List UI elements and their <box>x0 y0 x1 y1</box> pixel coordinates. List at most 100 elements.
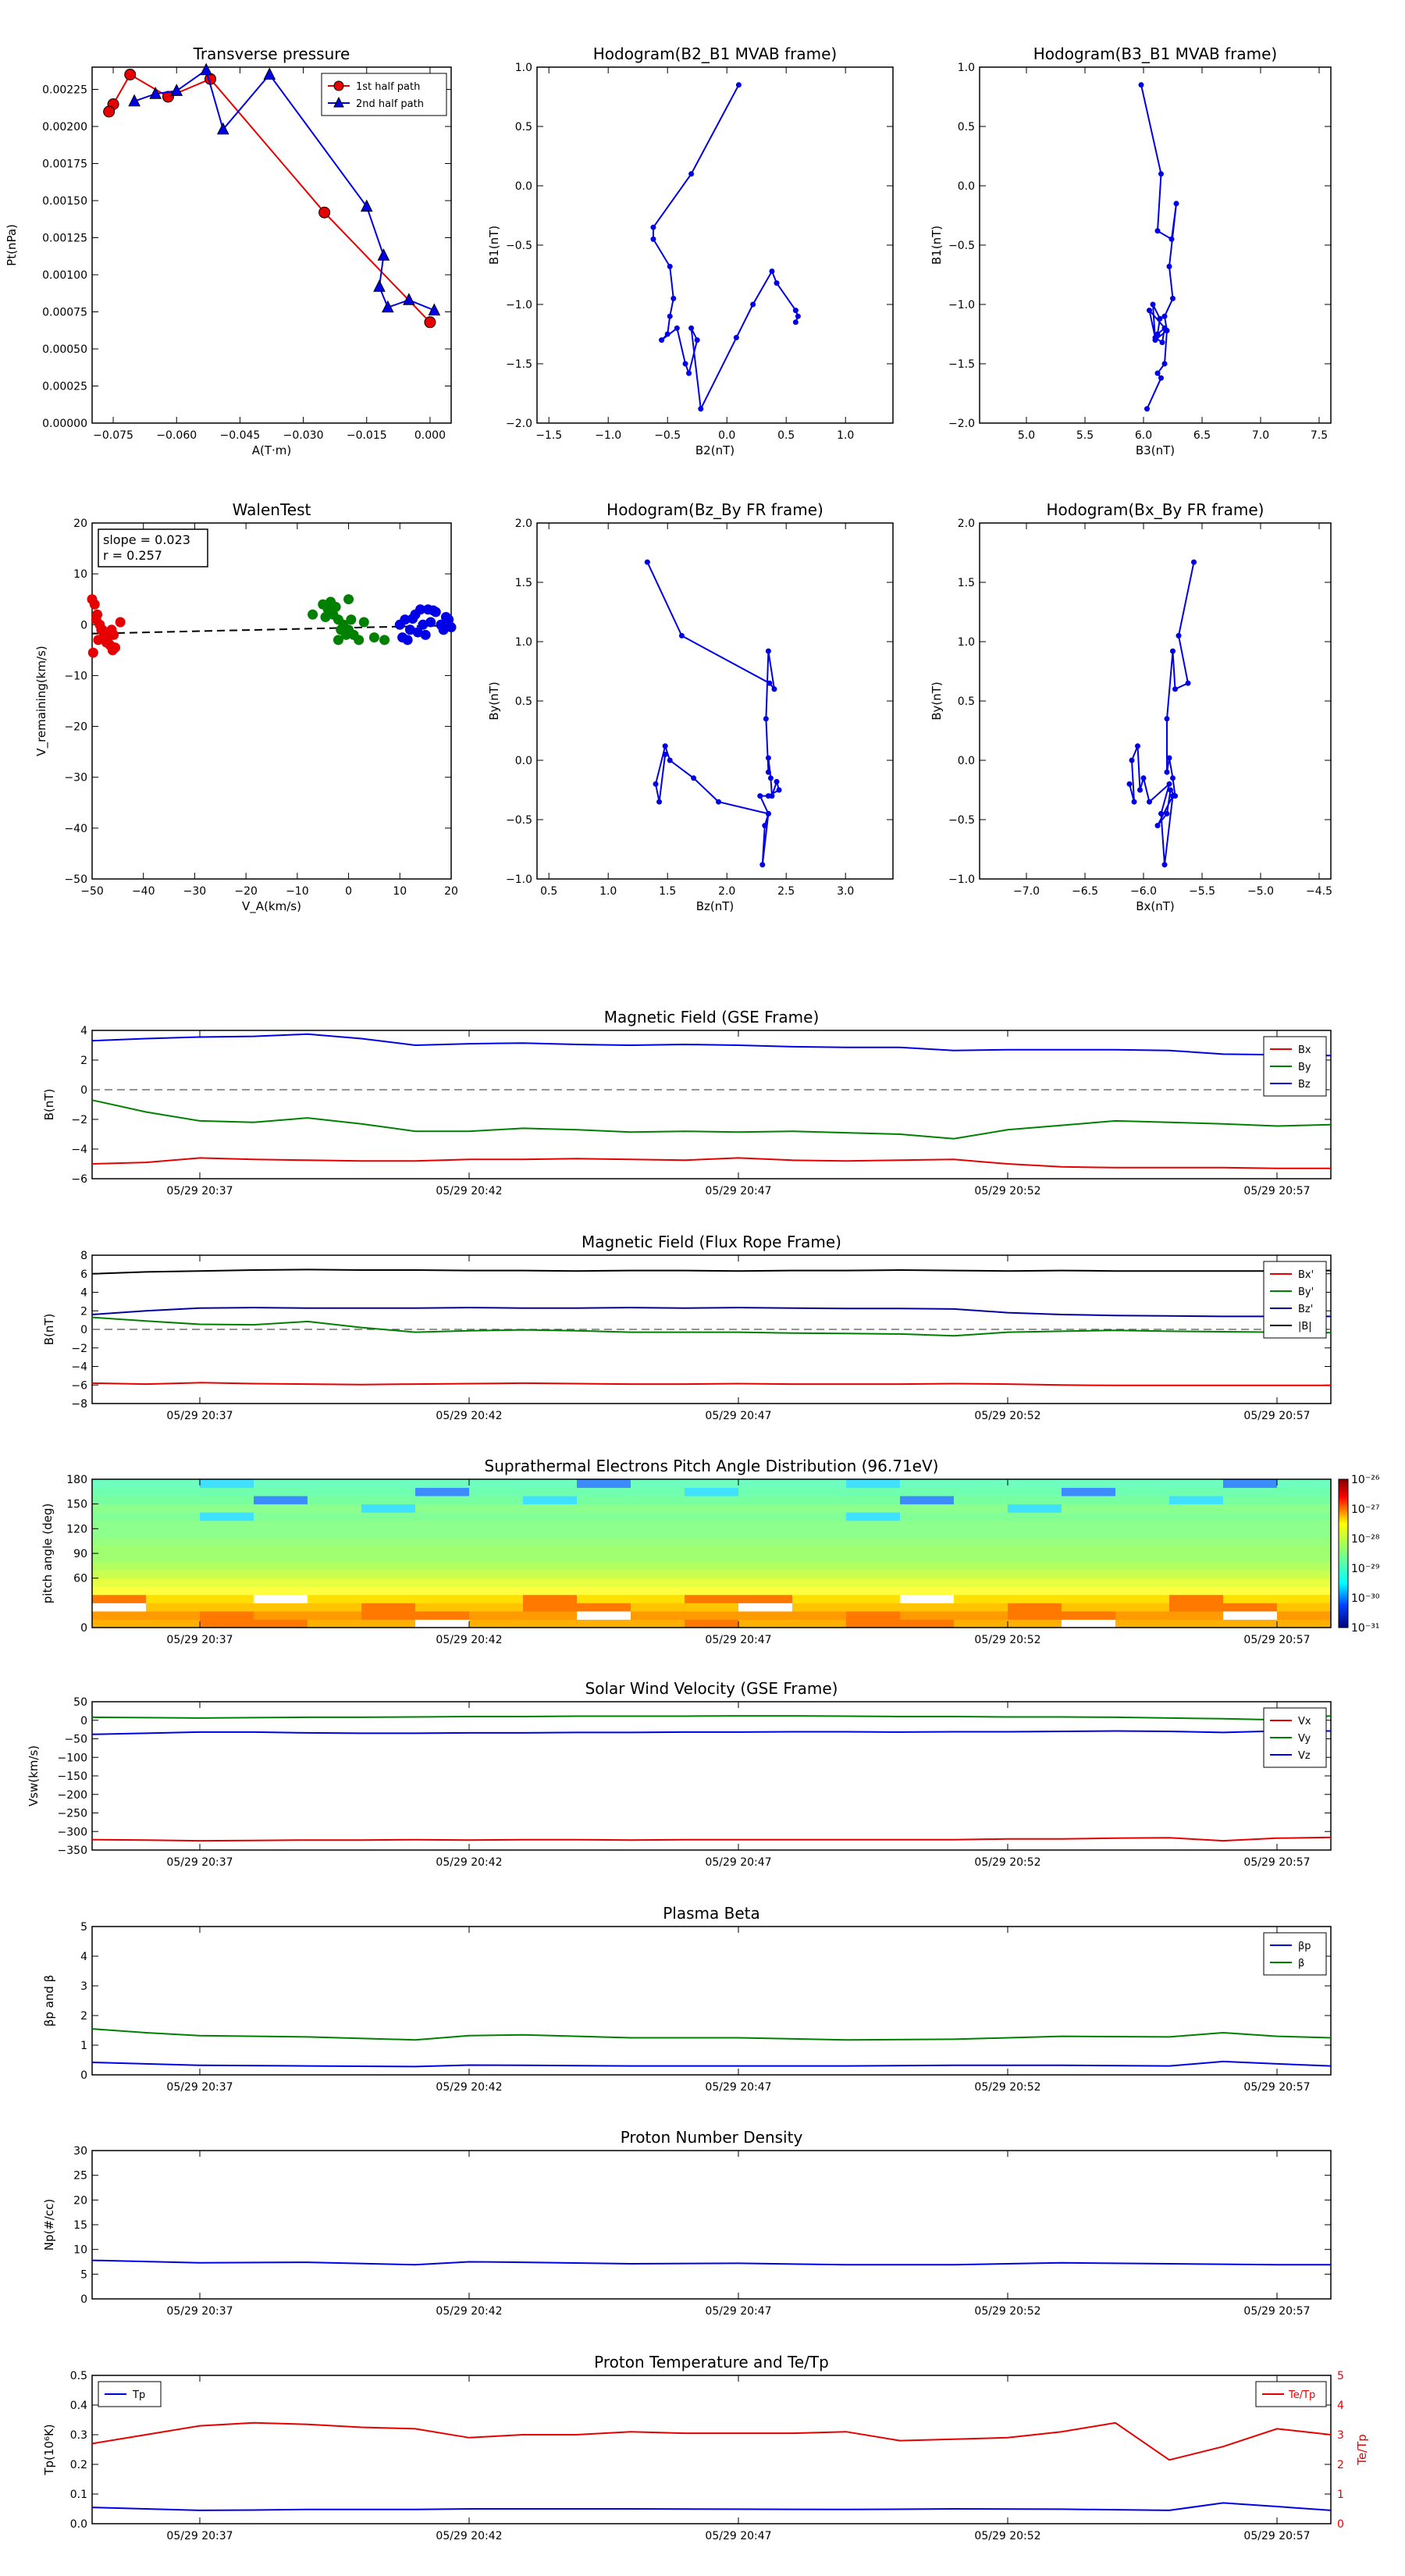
chart-title: Solar Wind Velocity (GSE Frame) <box>585 1679 838 1698</box>
chart-title: Hodogram(B3_B1 MVAB frame) <box>1033 44 1277 63</box>
x-tick-label: −30 <box>183 885 207 898</box>
x-tick-label: 7.0 <box>1252 429 1269 442</box>
heatmap-cell <box>954 1603 1008 1612</box>
time-tick-label: 05/29 20:47 <box>705 1185 771 1197</box>
x-tick-label: −50 <box>80 885 104 898</box>
right-y-axis-label: Te/Tp <box>1355 2434 1369 2466</box>
heatmap-cell <box>846 1570 901 1579</box>
y-axis-label: V_remaining(km/s) <box>34 646 49 756</box>
heatmap-cell <box>738 1545 793 1554</box>
chart-vsw: −350 −300 −250 −200 −150 −100 −50 0 50 05/29 20:3… <box>27 1679 1332 1869</box>
data-point <box>1158 375 1164 381</box>
heatmap-cell <box>631 1487 685 1496</box>
y-axis-label: B(nT) <box>42 1089 56 1121</box>
heatmap-cell <box>361 1520 416 1529</box>
heatmap-cell <box>846 1487 901 1496</box>
heatmap-cell <box>254 1496 308 1505</box>
heatmap-cell <box>900 1586 955 1596</box>
x-tick-label: 0.000 <box>414 429 446 442</box>
chart-hodo_bxby: −1.0 −0.5 0.0 0.5 1.0 1.5 2.0 −7.0 −6.5 −6.0 −5.5 −… <box>930 500 1332 913</box>
heatmap-cell <box>361 1487 416 1496</box>
y-tick-label: 20 <box>73 2194 87 2207</box>
data-point <box>377 248 390 261</box>
chart-pad: Suprathermal Electrons Pitch Angle Distr… <box>41 1457 1380 1646</box>
y-tick-label: 2.0 <box>958 518 975 530</box>
x-tick-label: 6.5 <box>1193 429 1211 442</box>
x-tick-label: 5.5 <box>1076 429 1094 442</box>
y-tick-label: 0.00075 <box>42 307 87 319</box>
heatmap-cell <box>361 1619 416 1628</box>
fit-line <box>91 624 452 635</box>
chart-beta: 0 1 2 3 4 5 05/29 20:37 05/29 20:42 05/29 20:47 0… <box>42 1904 1332 2094</box>
y-tick-label: 0.2 <box>70 2459 87 2471</box>
heatmap-cell <box>254 1603 308 1612</box>
axes-frame <box>91 1926 1332 2076</box>
heatmap-cell <box>631 1570 685 1579</box>
data-point <box>716 799 722 805</box>
heatmap-cell <box>631 1553 685 1563</box>
heatmap-cell <box>200 1586 254 1596</box>
heatmap-cell <box>1223 1603 1278 1612</box>
heatmap-cell <box>254 1479 308 1489</box>
heatmap-cell <box>146 1603 201 1612</box>
heatmap-cell <box>738 1570 793 1579</box>
y-tick-label: −20 <box>64 721 87 734</box>
heatmap-cell <box>1008 1528 1062 1538</box>
heatmap-cell <box>469 1570 524 1579</box>
y-tick-label: −40 <box>64 823 87 835</box>
heatmap-cell <box>254 1619 308 1628</box>
heatmap-cell <box>685 1578 739 1587</box>
heatmap-cell <box>523 1619 578 1628</box>
y-tick-label: 4 <box>80 1951 87 1963</box>
heatmap-cell <box>738 1619 793 1628</box>
data-point <box>1168 236 1175 242</box>
y-tick-label: 1.0 <box>958 62 975 74</box>
heatmap-cell <box>1062 1561 1116 1571</box>
heatmap-cell <box>469 1503 524 1513</box>
data-point <box>1166 755 1172 761</box>
heatmap-cell <box>361 1578 416 1587</box>
time-tick-label: 05/29 20:42 <box>436 1856 502 1869</box>
heatmap-cell <box>469 1561 524 1571</box>
heatmap-cell <box>1115 1520 1170 1529</box>
heatmap-cell <box>738 1578 793 1587</box>
y-tick-label: −2.0 <box>506 418 532 430</box>
time-tick-label: 05/29 20:57 <box>1243 1856 1310 1869</box>
heatmap-cell <box>415 1610 470 1620</box>
axes-frame <box>91 2150 1332 2300</box>
series-line <box>646 561 781 865</box>
y-axis-label: Tp(10⁶K) <box>42 2424 56 2475</box>
heatmap-cell <box>361 1586 416 1596</box>
heatmap-cell <box>792 1496 847 1505</box>
data-point <box>1157 315 1163 322</box>
heatmap-cell <box>200 1479 254 1489</box>
heatmap-cell <box>846 1578 901 1587</box>
heatmap-cell <box>631 1520 685 1529</box>
time-tick-label: 05/29 20:52 <box>974 1410 1040 1422</box>
heatmap-cell <box>738 1496 793 1505</box>
x-tick-label: −0.045 <box>220 429 261 442</box>
legend-label: Te/Tp <box>1288 2389 1315 2401</box>
heatmap-cell <box>846 1536 901 1546</box>
y-tick-label: −0.5 <box>506 240 532 252</box>
heatmap-cell <box>415 1586 470 1596</box>
heatmap-cell <box>92 1561 147 1571</box>
heatmap-cell <box>1277 1594 1332 1603</box>
heatmap-cell <box>577 1545 631 1554</box>
heatmap-cell <box>954 1561 1008 1571</box>
time-tick-label: 05/29 20:57 <box>1243 2530 1310 2542</box>
heatmap-cell <box>1115 1594 1170 1603</box>
heatmap-cell <box>631 1545 685 1554</box>
data-point <box>397 632 408 643</box>
y-tick-label: −4 <box>71 1144 87 1156</box>
heatmap-cell <box>1277 1487 1332 1496</box>
heatmap-cell <box>577 1619 631 1628</box>
heatmap-cell <box>415 1528 470 1538</box>
y-tick-label: 10 <box>73 2244 87 2257</box>
heatmap-cell <box>738 1586 793 1596</box>
heatmap-cell <box>954 1610 1008 1620</box>
heatmap-cell <box>738 1610 793 1620</box>
heatmap-cell <box>1008 1619 1062 1628</box>
y-tick-label: 5 <box>80 1921 87 1934</box>
chart-walen: −50 −40 −30 −20 −10 0 10 20 −50 −40 −30 −20 −10 0 10 20… <box>34 500 458 914</box>
